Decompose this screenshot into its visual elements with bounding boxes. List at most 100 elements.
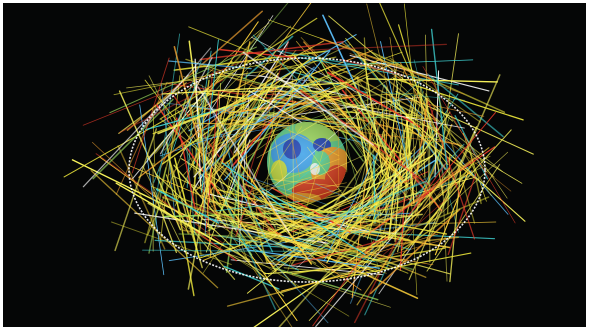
trajectory-streak: [331, 70, 422, 117]
trajectory-streak: [148, 167, 167, 254]
trajectory-streak: [210, 158, 340, 208]
trajectory-streak: [203, 151, 212, 258]
trajectory-streak: [203, 58, 280, 194]
trajectory-streak: [345, 38, 449, 166]
trajectory-streak: [138, 101, 239, 178]
trajectory-streak: [252, 90, 321, 95]
trajectory-streak: [290, 208, 415, 217]
trajectory-streak: [250, 176, 312, 195]
trajectory-streak: [113, 57, 297, 96]
trajectory-streak: [215, 199, 312, 212]
trajectory-streak: [426, 129, 512, 224]
trajectory-streak: [252, 34, 379, 162]
trajectory-streak: [218, 165, 356, 223]
trajectory-streak: [174, 157, 200, 259]
trajectory-streak: [205, 88, 264, 167]
trajectory-streak: [126, 66, 306, 89]
trajectory-streak: [176, 117, 197, 216]
trajectory-streak: [363, 37, 374, 206]
trajectory-streak: [412, 122, 457, 184]
trajectory-streak: [265, 94, 293, 223]
trajectory-streak: [111, 221, 232, 265]
trajectory-streak: [144, 98, 187, 244]
trajectory-streak: [268, 201, 448, 235]
trajectory-streak: [167, 83, 311, 105]
trajectory-streak: [366, 146, 395, 240]
trajectory-streak: [287, 154, 366, 191]
trajectory-streak: [408, 112, 496, 216]
trajectory-streak: [380, 97, 389, 183]
trajectory-streak: [217, 189, 411, 241]
trajectory-streak: [369, 208, 461, 295]
trajectory-streak: [314, 183, 399, 222]
trajectory-streak: [118, 79, 224, 134]
trajectory-streak: [420, 86, 426, 178]
trajectory-streak: [163, 25, 292, 151]
trajectory-streak: [329, 96, 405, 181]
trajectory-streak: [292, 78, 424, 185]
trajectory-streak: [197, 92, 231, 220]
trajectory-streak: [281, 198, 369, 234]
trajectory-streak: [341, 58, 405, 77]
trajectory-streak: [243, 35, 294, 80]
trajectory-streak: [174, 147, 200, 207]
trajectory-streak: [236, 172, 328, 206]
trajectory-streak: [355, 110, 370, 175]
trajectory-streak: [90, 169, 219, 289]
trajectory-streak: [349, 53, 465, 95]
trajectory-streak: [272, 93, 413, 99]
trajectory-streak: [286, 137, 328, 273]
trajectory-streak: [214, 197, 264, 262]
trajectory-streak: [447, 173, 477, 255]
trajectory-streak: [197, 86, 290, 234]
trajectory-streak: [147, 91, 209, 236]
trajectory-streak: [365, 78, 498, 83]
trajectory-streak: [449, 169, 462, 283]
trajectory-streak: [326, 71, 421, 128]
trajectory-streak: [381, 91, 465, 101]
trajectory-streak: [188, 26, 339, 87]
trajectory-streak: [349, 54, 490, 92]
trajectory-streak: [399, 62, 437, 133]
trajectory-streak: [194, 58, 202, 187]
trajectory-streak: [268, 178, 368, 190]
trajectory-streak: [92, 98, 174, 180]
trajectory-streak: [291, 210, 382, 243]
trajectory-streak: [242, 51, 374, 146]
trajectory-streak: [244, 225, 387, 274]
trajectory-streak: [262, 88, 277, 237]
trajectory-streak: [118, 82, 187, 134]
trajectory-streak: [264, 178, 375, 238]
trajectory-streak: [195, 101, 297, 191]
trajectory-streak: [408, 126, 478, 281]
trajectory-streak: [252, 211, 409, 274]
trajectory-streak: [224, 200, 277, 310]
trajectory-streak: [223, 265, 280, 290]
trajectory-streak: [427, 74, 501, 243]
trajectory-streak: [203, 188, 339, 233]
trajectory-streak: [272, 267, 379, 301]
trajectory-streak: [362, 157, 475, 238]
trajectory-streak: [199, 41, 344, 61]
trajectory-streak: [228, 93, 355, 140]
trajectory-streak: [427, 166, 472, 208]
trajectory-streak: [114, 128, 158, 252]
trajectory-streak: [218, 48, 296, 59]
trajectory-streak: [153, 191, 178, 254]
trajectory-streak: [202, 126, 303, 274]
trajectory-streak: [379, 3, 442, 142]
trajectory-streak: [296, 64, 391, 103]
trajectory-streak: [225, 190, 289, 198]
trajectory-streak: [407, 135, 418, 296]
trajectory-streak: [430, 28, 449, 172]
trajectory-streak: [210, 215, 311, 247]
trajectory-streak: [294, 152, 422, 270]
trajectory-streak: [252, 100, 373, 206]
trajectory-streak: [221, 162, 285, 209]
trajectory-streak: [154, 239, 314, 250]
trajectory-streak: [389, 94, 416, 232]
trajectory-streak: [312, 240, 375, 327]
trajectory-streak: [194, 50, 212, 164]
trajectory-streak: [345, 80, 348, 173]
